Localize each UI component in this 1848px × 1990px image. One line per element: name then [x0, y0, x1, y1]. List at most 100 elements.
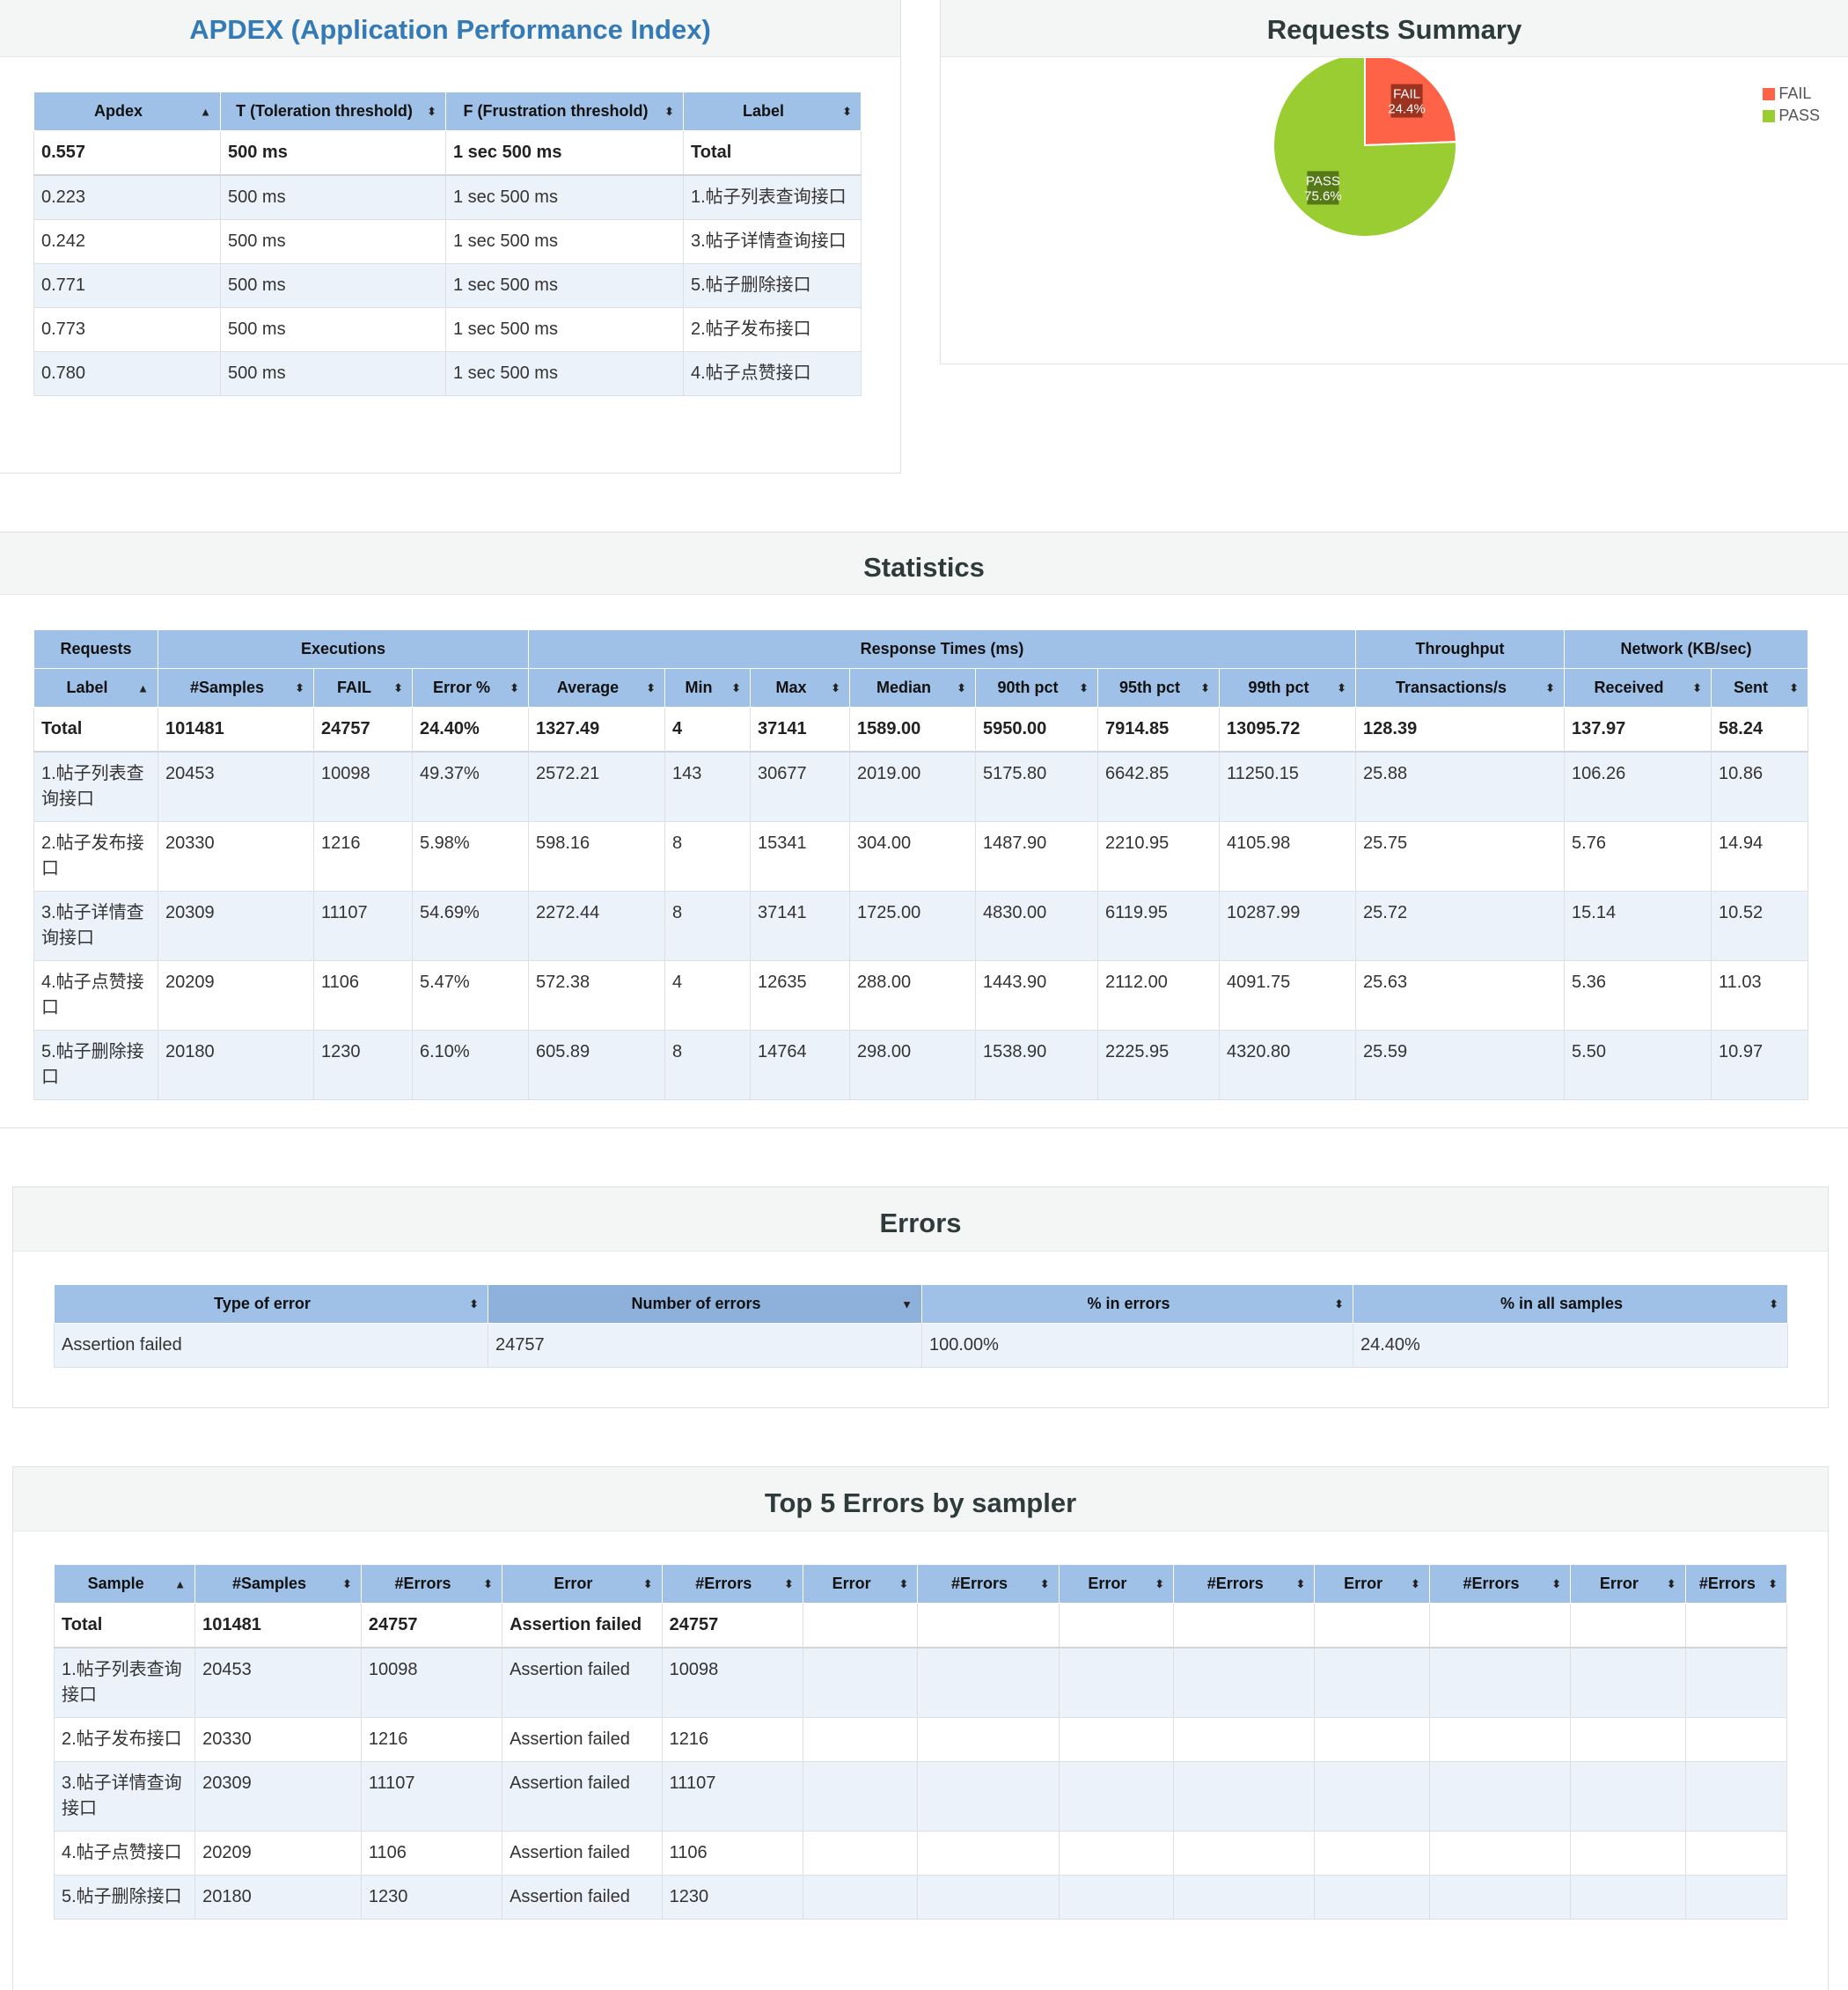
stats-cell: 1589.00 — [849, 707, 976, 753]
top5-cell — [1684, 1603, 1788, 1649]
stats-cell: 58.24 — [1711, 707, 1809, 753]
sort-icon: ⬍ — [295, 680, 304, 694]
stats-cell: 37141 — [750, 707, 850, 753]
statistics-header-row: Label ▲ #Samples ⬍ FAIL ⬍ Error % ⬍ Average ⬍ Min ⬍… — [33, 668, 1809, 708]
stats-cell: 137.97 — [1564, 707, 1712, 753]
stats-col-7[interactable]: Median ⬍ — [849, 668, 976, 708]
top5-col-11[interactable]: Error ⬍ — [1570, 1564, 1686, 1604]
top5-col-4[interactable]: #Errors ⬍ — [661, 1564, 803, 1604]
stats-col-6[interactable]: Max ⬍ — [750, 668, 850, 708]
stats-col-11[interactable]: Transactions/s ⬍ — [1355, 668, 1566, 708]
apdex-col-apdex[interactable]: Apdex ▲ — [33, 92, 221, 131]
top5-cell — [1684, 1831, 1788, 1876]
top5-col-1[interactable]: #Samples ⬍ — [194, 1564, 362, 1604]
apdex-col-label[interactable]: Label ⬍ — [683, 92, 862, 131]
top5-col-9[interactable]: Error ⬍ — [1314, 1564, 1430, 1604]
stats-col-12[interactable]: Received ⬍ — [1564, 668, 1712, 708]
stats-cell: 1538.90 — [975, 1030, 1098, 1100]
apdex-cell: 500 ms — [220, 174, 446, 220]
stats-cell: 5.76 — [1564, 821, 1712, 892]
top5-cell — [1173, 1603, 1316, 1649]
apdex-cell: 500 ms — [220, 219, 446, 264]
requests-summary-header: Requests Summary — [941, 0, 1848, 57]
errors-col-pct-errors[interactable]: % in errors ⬍ — [921, 1284, 1353, 1324]
stats-cell: 10098 — [313, 751, 413, 822]
sort-icon: ⬍ — [1337, 680, 1347, 694]
stats-cell: 4 — [664, 960, 751, 1031]
pie-label-fail: FAIL 24.4% — [1388, 84, 1426, 118]
top5-col-3[interactable]: Error ⬍ — [502, 1564, 663, 1604]
stats-col-13[interactable]: Sent ⬍ — [1711, 668, 1809, 708]
stats-cell: 298.00 — [849, 1030, 976, 1100]
stats-cell: 8 — [664, 1030, 751, 1100]
stats-cell: 2019.00 — [849, 751, 976, 822]
stats-cell: 20209 — [158, 960, 314, 1031]
errors-col-pct-samples[interactable]: % in all samples ⬍ — [1353, 1284, 1788, 1324]
top5-col-10[interactable]: #Errors ⬍ — [1428, 1564, 1572, 1604]
stats-col-4[interactable]: Average ⬍ — [528, 668, 665, 708]
stats-col-9[interactable]: 95th pct ⬍ — [1097, 668, 1220, 708]
stats-cell: 1327.49 — [528, 707, 665, 753]
top5-col-6[interactable]: #Errors ⬍ — [917, 1564, 1060, 1604]
apdex-col-toleration[interactable]: T (Toleration threshold) ⬍ — [220, 92, 446, 131]
stats-cell: 54.69% — [412, 891, 529, 961]
top5-col-5[interactable]: Error ⬍ — [802, 1564, 919, 1604]
errors-col-type[interactable]: Type of error ⬍ — [54, 1284, 488, 1324]
top5-cell — [802, 1831, 919, 1876]
stats-col-5[interactable]: Min ⬍ — [664, 668, 751, 708]
top5-col-7[interactable]: Error ⬍ — [1058, 1564, 1175, 1604]
sort-icon: ⬍ — [1769, 1296, 1778, 1311]
stats-col-0[interactable]: Label ▲ — [33, 668, 158, 708]
total-row: 0.557 500 ms 1 sec 500 ms Total — [33, 130, 862, 176]
stats-cell: 605.89 — [528, 1030, 665, 1100]
errors-title: Errors — [879, 1208, 962, 1238]
top5-col-12[interactable]: #Errors ⬍ — [1684, 1564, 1788, 1604]
legend-item-pass[interactable]: PASS — [1763, 106, 1820, 125]
top5-errors-header: Top 5 Errors by sampler — [13, 1467, 1828, 1531]
stats-col-8[interactable]: 90th pct ⬍ — [975, 668, 1098, 708]
top5-cell: 2.帖子发布接口 — [53, 1717, 196, 1762]
stats-cell: 37141 — [750, 891, 850, 961]
top5-col-2[interactable]: #Errors ⬍ — [360, 1564, 503, 1604]
apdex-cell: 0.242 — [33, 219, 221, 264]
legend-item-fail[interactable]: FAIL — [1763, 84, 1820, 103]
top5-col-0[interactable]: Sample ▲ — [53, 1564, 196, 1604]
top5-header-row: Sample ▲ #Samples ⬍ #Errors ⬍ Error ⬍ #Errors ⬍ Er… — [53, 1564, 1788, 1604]
group-executions: Executions — [158, 629, 529, 669]
top5-cell: 10098 — [360, 1647, 503, 1718]
sort-icon: ⬍ — [483, 1576, 494, 1590]
stats-cell: 2.帖子发布接口 — [33, 821, 158, 892]
apdex-cell: 1 sec 500 ms — [445, 263, 684, 308]
sort-icon: ⬍ — [642, 1576, 653, 1590]
top5-cell — [1314, 1717, 1430, 1762]
stats-cell: 24.40% — [412, 707, 529, 753]
top5-cell: 20453 — [194, 1647, 362, 1718]
stats-cell: 6.10% — [412, 1030, 529, 1100]
stats-cell: Total — [33, 707, 158, 753]
apdex-cell: 0.557 — [33, 130, 221, 176]
top5-cell — [917, 1603, 1060, 1649]
stats-col-3[interactable]: Error % ⬍ — [412, 668, 529, 708]
sort-icon: ⬍ — [783, 1576, 794, 1590]
stats-col-10[interactable]: 99th pct ⬍ — [1218, 668, 1357, 708]
top5-col-8[interactable]: #Errors ⬍ — [1173, 1564, 1316, 1604]
stats-col-2[interactable]: FAIL ⬍ — [313, 668, 413, 708]
sort-icon: ⬍ — [1768, 1576, 1778, 1590]
sort-icon: ⬍ — [831, 680, 840, 694]
apdex-panel: APDEX (Application Performance Index) Ap… — [0, 0, 901, 474]
stats-cell: 288.00 — [849, 960, 976, 1031]
stats-cell: 5175.80 — [975, 751, 1098, 822]
apdex-cell: 4.帖子点赞接口 — [683, 351, 862, 396]
errors-col-number[interactable]: Number of errors ▼ — [488, 1284, 922, 1324]
stats-col-1[interactable]: #Samples ⬍ — [158, 668, 314, 708]
table-row: 0.780 500 ms 1 sec 500 ms 4.帖子点赞接口 — [33, 351, 862, 396]
apdex-col-frustration[interactable]: F (Frustration threshold) ⬍ — [445, 92, 684, 131]
table-row: 4.帖子点赞接口 20209 1106 Assertion failed 1106 — [53, 1831, 1788, 1876]
top5-cell — [802, 1647, 919, 1718]
stats-cell: 101481 — [158, 707, 314, 753]
pie-label-fail-name: FAIL — [1393, 87, 1420, 102]
stats-cell: 11.03 — [1711, 960, 1809, 1031]
apdex-cell: 0.773 — [33, 307, 221, 352]
stats-cell: 5.帖子删除接口 — [33, 1030, 158, 1100]
table-row: 1.帖子列表查询接口 20453 10098 Assertion failed 1009… — [53, 1647, 1788, 1718]
